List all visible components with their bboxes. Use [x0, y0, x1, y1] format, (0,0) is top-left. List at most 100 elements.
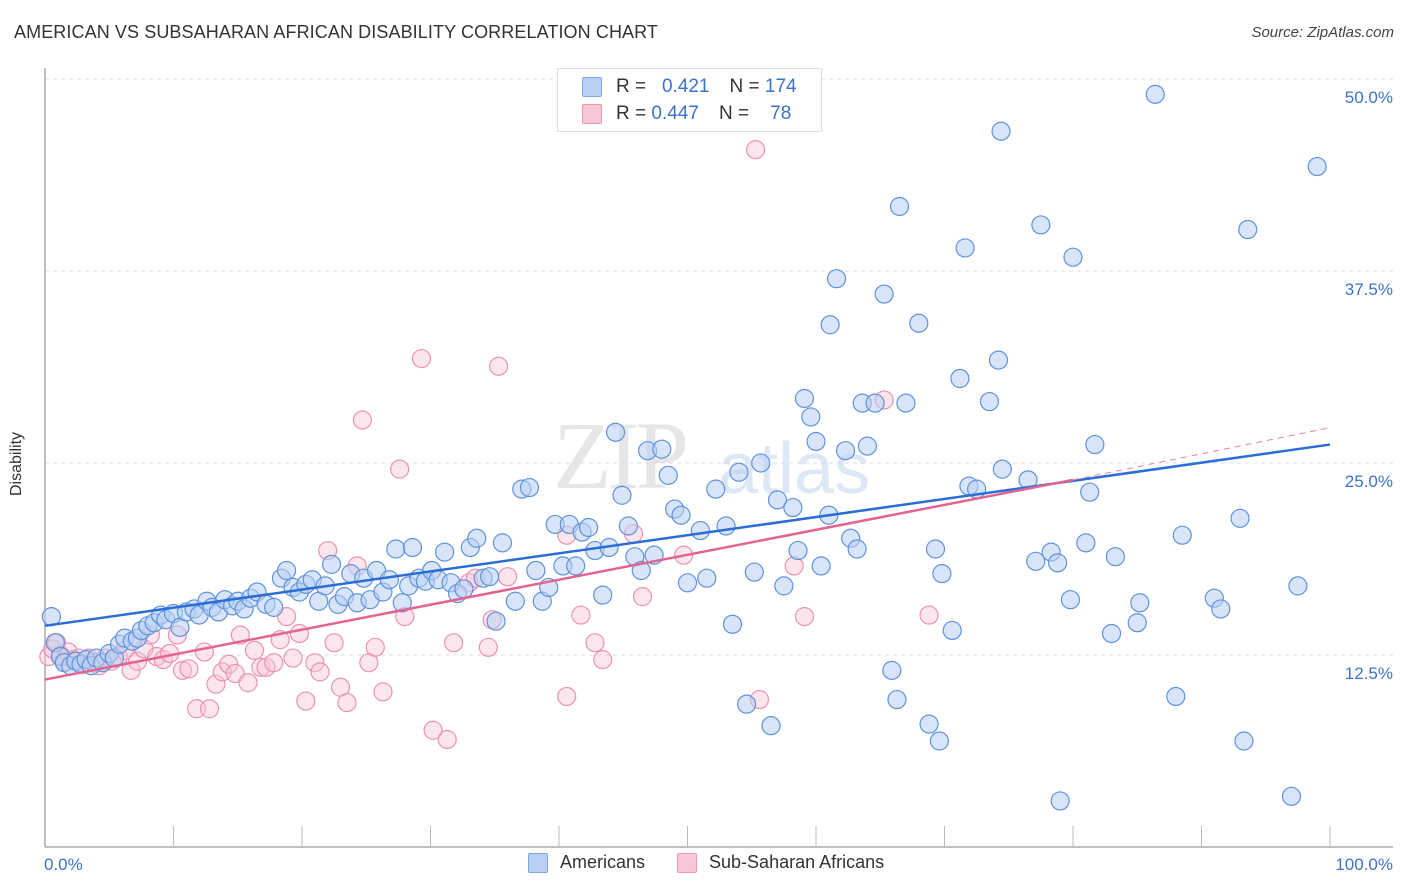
r-value: 0.447	[651, 103, 699, 124]
sub-saharan-africans-point	[264, 653, 284, 673]
sub-saharan-africans-point	[244, 640, 265, 660]
americans-point	[605, 422, 626, 442]
americans-point	[1145, 84, 1165, 104]
americans-point	[1238, 219, 1258, 240]
tick-labels: 12.5% 25.0% 37.5% 50.0% 0.0% 100.0%	[44, 88, 1393, 874]
sub-saharan-africans-point	[172, 660, 193, 680]
americans-point	[1047, 553, 1068, 573]
americans-trend-line	[44, 443, 1331, 628]
americans-point	[806, 431, 826, 452]
sub-saharan-africans-point	[489, 356, 509, 376]
r-label: R =	[616, 103, 647, 124]
americans-point	[761, 716, 781, 736]
americans-point	[321, 554, 342, 574]
americans-point	[950, 368, 970, 389]
americans-point	[1166, 686, 1186, 707]
americans-point	[658, 465, 678, 485]
sub-saharan-africans-point	[179, 659, 199, 679]
y-tick-label: 37.5%	[1345, 280, 1393, 299]
americans-point	[264, 597, 284, 617]
americans-point	[1101, 623, 1122, 644]
americans-point	[919, 714, 939, 734]
americans-point	[788, 540, 808, 561]
americans-point	[1026, 551, 1046, 571]
sub-saharan-africans-point	[571, 605, 591, 625]
sub-saharan-africans-point	[794, 606, 815, 627]
americans-point	[1031, 215, 1051, 235]
sub-saharan-africans-point	[746, 140, 766, 160]
americans-point	[690, 520, 710, 541]
sub-saharan-africans-point	[373, 682, 393, 702]
americans-point	[820, 315, 840, 335]
sub-saharan-africans-point	[289, 623, 310, 644]
americans-point	[929, 731, 949, 751]
n-label: N =	[718, 103, 750, 124]
sub-saharan-africans-point	[352, 410, 372, 430]
trend-lines	[44, 427, 1331, 681]
americans-point	[737, 694, 757, 714]
americans-point	[774, 576, 794, 596]
americans-point	[1127, 613, 1147, 633]
americans-point	[767, 490, 788, 510]
americans-point	[857, 436, 878, 456]
americans-point	[454, 579, 474, 599]
americans-point	[979, 391, 1000, 412]
americans-point	[697, 568, 717, 588]
sub-saharan-africans-point	[310, 662, 330, 682]
n-value: 78	[770, 103, 792, 124]
americans-point	[1172, 525, 1192, 545]
americans-point	[677, 573, 698, 593]
americans-point	[988, 350, 1009, 370]
y-tick-label: 12.5%	[1345, 664, 1393, 683]
americans-point	[716, 516, 736, 536]
americans-point	[593, 585, 613, 605]
americans-point	[519, 477, 540, 498]
americans-point	[578, 517, 599, 538]
y-tick-label: 50.0%	[1345, 88, 1393, 107]
americans-point	[392, 593, 412, 613]
americans-point	[492, 533, 513, 553]
sub-saharan-africans-point	[498, 567, 518, 587]
americans-point	[1063, 247, 1083, 267]
sub-saharan-africans-point	[585, 633, 605, 653]
americans-point	[889, 196, 910, 217]
americans-point	[826, 269, 847, 289]
americans-point	[896, 393, 916, 413]
americans-point	[1281, 786, 1302, 806]
n-value: 174	[764, 76, 797, 97]
sub-saharan-africans-point	[411, 348, 432, 369]
sub-saharan-africans-point	[251, 657, 271, 677]
sub-saharan-trend-line	[44, 478, 1074, 681]
legend-label: Sub-Saharan Africans	[709, 852, 885, 872]
axes	[44, 68, 1393, 848]
americans-point	[932, 563, 952, 584]
sub-saharan-africans-point	[632, 587, 653, 607]
sub-saharan-africans-point	[194, 642, 214, 662]
americans-point	[612, 485, 632, 505]
americans-point	[801, 407, 821, 427]
americans-point	[925, 539, 946, 559]
americans-point	[480, 567, 500, 587]
sub-saharan-africans-point	[238, 673, 258, 693]
americans-point	[874, 284, 894, 304]
sub-saharan-africans-point	[423, 720, 443, 740]
legend-item-sub-saharan-africans[interactable]: Sub-Saharan Africans	[677, 852, 884, 873]
americans-point	[1234, 731, 1254, 751]
americans-point	[847, 539, 867, 559]
americans-point	[882, 660, 902, 680]
sub-saharan-africans-point	[444, 633, 464, 653]
americans-point	[1211, 599, 1231, 619]
americans-point	[467, 528, 487, 548]
americans-point	[631, 560, 651, 581]
legend-item-americans[interactable]: Americans	[528, 852, 645, 873]
americans-point	[486, 611, 506, 631]
series-legend: Americans Sub-Saharan Africans	[528, 852, 916, 873]
americans-point	[671, 505, 691, 525]
sub-saharan-swatch	[582, 104, 602, 124]
americans-point	[1307, 156, 1327, 177]
legend-row-americans: R = 0.421 N = 174	[582, 74, 797, 100]
sub-saharan-africans-point	[478, 637, 498, 657]
sub-saharan-africans-point	[593, 650, 613, 670]
americans-point	[1080, 482, 1100, 502]
gridlines	[45, 78, 1393, 656]
